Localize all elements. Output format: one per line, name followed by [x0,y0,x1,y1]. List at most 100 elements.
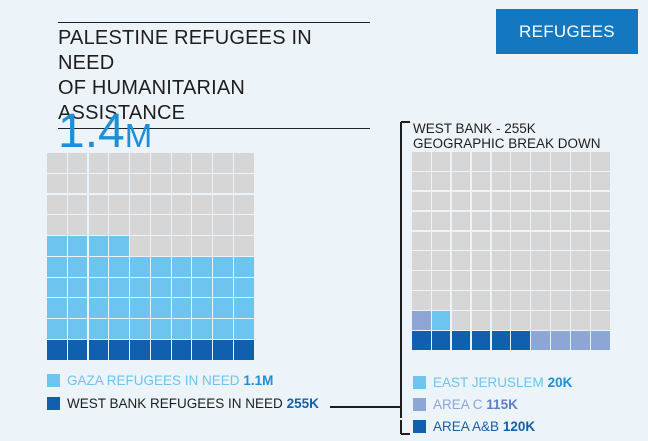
legend-gaza-label: GAZA REFUGEES IN NEED [67,373,240,388]
waffle-cell-empty [491,291,511,310]
waffle-cell-empty [130,236,150,256]
legend-area-c: AREA C 115K [413,397,518,412]
waffle-cell-area-c [551,331,570,350]
waffle-cell-gaza [67,277,88,298]
waffle-cell-empty [591,211,610,231]
waffle-cell-westbank [67,340,88,360]
waffle-cell-empty [471,152,491,171]
waffle-cell-gaza [234,298,254,319]
waffle-cell-empty [531,271,550,290]
waffle-cell-empty [67,173,88,194]
waffle-cell-gaza [213,277,233,298]
waffle-cell-empty [571,251,590,271]
waffle-cell-empty [551,311,570,330]
waffle-cell-empty [551,291,570,310]
waffle-cell-empty [192,153,213,173]
waffle-cell-empty [431,251,451,271]
waffle-cell-empty [150,173,171,194]
waffle-cell-empty [412,171,431,191]
waffle-cell-empty [67,194,88,215]
waffle-cell-gaza [67,298,88,319]
waffle-cell-empty [109,173,129,194]
waffle-cell-gaza [109,236,129,256]
waffle-cell-empty [591,251,610,271]
waffle-cell-empty [511,291,531,310]
waffle-cell-empty [531,171,550,191]
legend-area-ab: AREA A&B 120K [413,419,535,434]
waffle-cell-empty [412,251,431,271]
waffle-cell-empty [192,173,213,194]
waffle-cell-empty [213,236,233,256]
waffle-cell-empty [451,171,471,191]
waffle-cell-gaza [130,298,150,319]
waffle-cell-empty [431,191,451,211]
waffle-cell-empty [88,215,109,235]
waffle-cell-gaza [150,277,171,298]
legend-gaza-swatch [47,374,60,387]
waffle-cell-gaza [47,277,67,298]
waffle-cell-empty [47,215,67,235]
waffle-cell-gaza [192,256,213,277]
legend-east-jerusalem: EAST JERUSLEM 20K [413,375,572,390]
bracket-bottom [400,420,410,435]
legend-area-ab-value: 120K [502,419,536,434]
waffle-cell-gaza [109,256,129,277]
waffle-cell-empty [531,191,550,211]
waffle-cell-empty [591,152,610,171]
waffle-cell-empty [471,311,491,330]
waffle-cell-empty [451,152,471,171]
waffle-cell-empty [571,191,590,211]
waffle-cell-empty [471,291,491,310]
legend-westbank-label: WEST BANK REFUGEES IN NEED [67,396,283,411]
waffle-cell-empty [213,173,233,194]
waffle-cell-empty [171,153,192,173]
waffle-cell-empty [412,231,431,251]
waffle-cell-gaza [150,319,171,339]
waffle-cell-empty [431,171,451,191]
waffle-cell-empty [171,236,192,256]
waffle-cell-empty [491,152,511,171]
waffle-cell-empty [234,215,254,235]
waffle-cell-gaza [150,298,171,319]
waffle-cell-empty [511,251,531,271]
waffle-cell-gaza [171,298,192,319]
waffle-cell-empty [451,191,471,211]
waffle-cell-gaza [88,298,109,319]
waffle-cell-empty [571,171,590,191]
waffle-cell-empty [431,291,451,310]
waffle-cell-empty [192,236,213,256]
waffle-cell-empty [47,153,67,173]
legend-gaza: GAZA REFUGEES IN NEED 1.1M [47,373,273,388]
waffle-cell-empty [531,311,550,330]
waffle-cell-westbank [47,340,67,360]
waffle-cell-area-c [591,331,610,350]
waffle-cell-empty [471,251,491,271]
legend-westbank-value: 255K [286,396,319,411]
waffle-cell-empty [130,173,150,194]
waffle-cell-empty [451,311,471,330]
waffle-cell-gaza [67,256,88,277]
waffle-cell-westbank [192,340,213,360]
waffle-cell-empty [511,171,531,191]
waffle-cell-empty [150,194,171,215]
legend-area-c-swatch [413,398,426,411]
waffle-cell-westbank [130,340,150,360]
waffle-cell-gaza [130,256,150,277]
waffle-cell-empty [511,311,531,330]
waffle-cell-empty [431,271,451,290]
waffle-cell-empty [491,251,511,271]
waffle-cell-westbank [88,340,109,360]
waffle-cell-empty [171,173,192,194]
waffle-cell-gaza [213,298,233,319]
waffle-cell-empty [213,215,233,235]
waffle-cell-empty [571,211,590,231]
waffle-cell-empty [551,171,570,191]
waffle-cell-empty [412,152,431,171]
legend-east-jerusalem-label: EAST JERUSLEM [433,375,544,390]
waffle-cell-empty [591,191,610,211]
waffle-cell-empty [571,152,590,171]
title-line-2: OF HUMANITARIAN ASSISTANCE [58,77,246,124]
waffle-cell-empty [213,194,233,215]
waffle-cell-east-jerusalem [431,311,451,330]
waffle-cell-gaza [109,319,129,339]
